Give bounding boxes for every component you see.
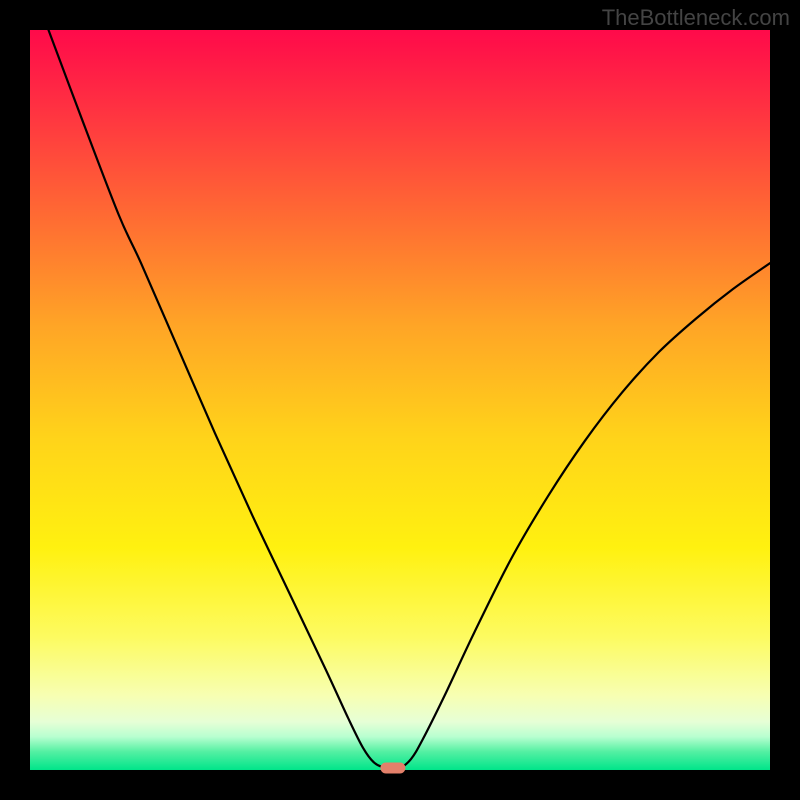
- plot-svg: [30, 30, 770, 770]
- optimal-marker: [380, 762, 405, 773]
- chart-container: { "watermark": { "text": "TheBottleneck.…: [0, 0, 800, 800]
- watermark-label: TheBottleneck.com: [602, 5, 790, 31]
